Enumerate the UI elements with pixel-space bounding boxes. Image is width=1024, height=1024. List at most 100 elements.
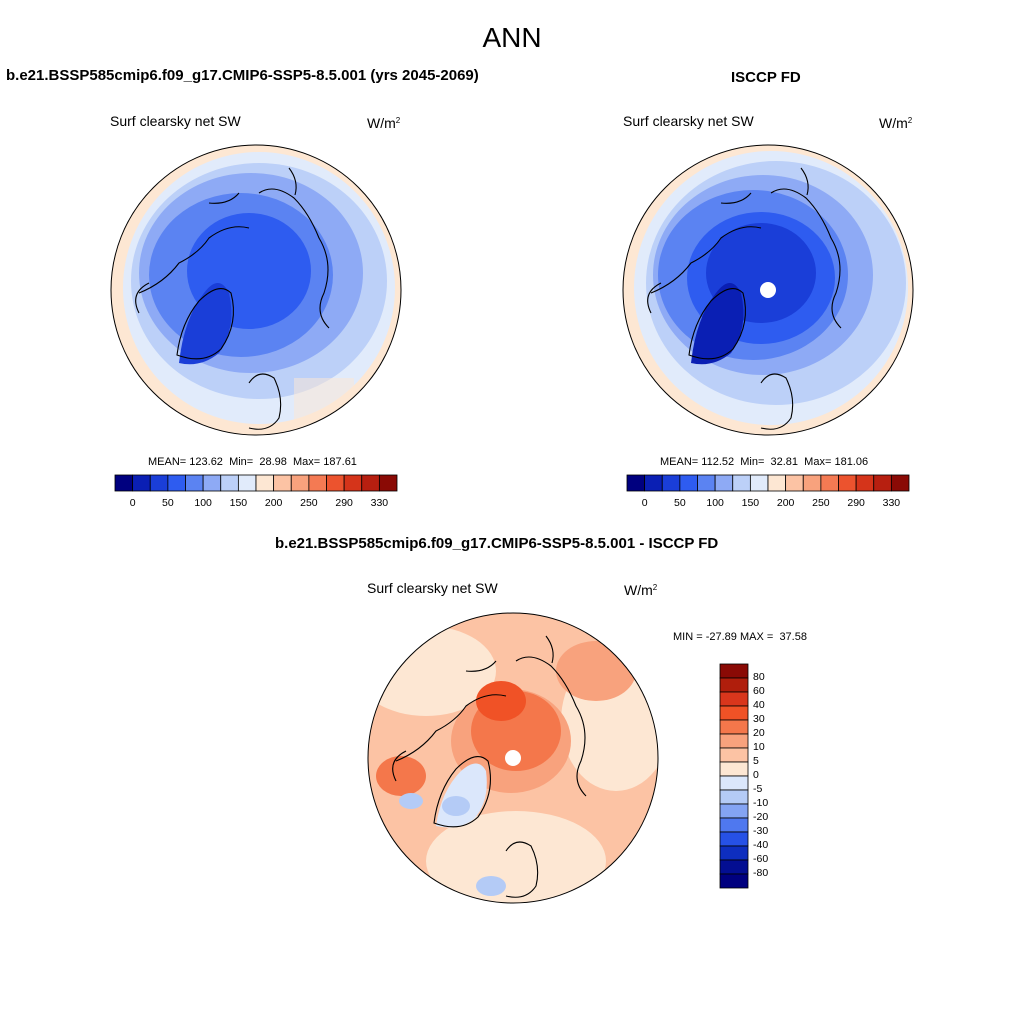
colorbar-swatch [719,775,749,791]
colorbar-swatch [644,474,663,492]
colorbar-level-label: -60 [753,853,769,865]
colorbar-swatch [873,474,892,492]
colorbar-level-label: 40 [753,699,765,711]
colorbar-tick-label: 200 [776,497,795,509]
colorbar-swatch [719,873,749,889]
colorbar-level-label: -30 [753,825,769,837]
colorbar-swatch [290,474,310,492]
colorbar-swatch [237,474,257,492]
colorbar-swatch [719,859,749,875]
colorbar-swatch [255,474,275,492]
obs-stats: MEAN= 112.52 Min= 32.81 Max= 181.06 [660,456,869,468]
colorbar-level-label: -10 [753,797,769,809]
model-units-label: W/m2 [367,115,401,131]
diff-field-label: Surf clearsky net SW [367,580,498,596]
colorbar-level-label: 5 [753,755,759,767]
colorbar-tick-label: 290 [335,497,353,509]
colorbar-swatch [719,761,749,777]
colorbar-swatch [719,691,749,707]
colorbar-tick-label: 250 [300,497,318,509]
colorbar-swatch [732,474,751,492]
colorbar-swatch [820,474,839,492]
colorbar-swatch [361,474,380,492]
colorbar-level-label: 60 [753,685,765,697]
colorbar-level-label: 20 [753,727,765,739]
diff-coastlines [392,635,587,898]
obs-polar-map [622,144,914,436]
model-stats: MEAN= 123.62 Min= 28.98 Max= 187.61 [148,456,357,468]
model-coastlines [135,167,330,430]
colorbar-swatch [114,474,134,492]
colorbar-tick-label: 0 [129,497,136,509]
colorbar-level-label: -80 [753,867,769,879]
diff-colorbar [719,663,749,889]
colorbar-swatch [719,789,749,805]
colorbar-swatch [749,474,769,492]
colorbar-swatch [202,474,222,492]
colorbar-swatch [661,474,681,492]
colorbar-tick-label: 50 [674,497,686,509]
colorbar-swatch [719,747,749,763]
colorbar-swatch [679,474,698,492]
colorbar-tick-label: 150 [229,497,248,509]
diff-min-max: MIN = -27.89 MAX = 37.58 [673,631,807,643]
colorbar-swatch [273,474,292,492]
colorbar-swatch [719,663,749,679]
colorbar-level-label: -20 [753,811,769,823]
colorbar-tick-label: 330 [370,497,389,509]
colorbar-level-label: 0 [753,769,759,781]
obs-colorbar [626,474,910,492]
model-colorbar [114,474,398,492]
colorbar-level-label: 10 [753,741,765,753]
colorbar-swatch [719,719,749,735]
colorbar-swatch [719,677,749,693]
colorbar-tick-label: 150 [741,497,760,509]
colorbar-tick-label: 250 [812,497,830,509]
model-polar-map [110,144,402,436]
obs-map-greenland [691,283,744,365]
colorbar-swatch [308,474,327,492]
colorbar-swatch [719,705,749,721]
colorbar-tick-label: 50 [162,497,174,509]
colorbar-swatch [719,817,749,833]
colorbar-level-label: -40 [753,839,769,851]
colorbar-tick-label: 100 [706,497,724,509]
colorbar-swatch [343,474,363,492]
colorbar-swatch [719,733,749,749]
colorbar-swatch [719,803,749,819]
model-field-label: Surf clearsky net SW [110,113,241,129]
model-map-greenland [179,283,232,365]
diff-panel-heading: b.e21.BSSP585cmip6.f09_g17.CMIP6-SSP5-8.… [275,535,719,552]
colorbar-swatch [167,474,186,492]
colorbar-tick-label: 330 [882,497,901,509]
colorbar-swatch [149,474,169,492]
colorbar-swatch [185,474,204,492]
colorbar-swatch [697,474,716,492]
colorbar-swatch [785,474,804,492]
figure-title: ANN [482,22,542,53]
colorbar-swatch [802,474,822,492]
colorbar-swatch [719,845,749,861]
colorbar-tick-label: 200 [264,497,283,509]
diff-units-label: W/m2 [624,582,658,598]
diff-map-pole-hole [505,750,521,766]
colorbar-swatch [326,474,345,492]
obs-coastlines [647,167,842,430]
colorbar-swatch [626,474,646,492]
colorbar-level-label: -5 [753,783,763,795]
colorbar-swatch [132,474,151,492]
colorbar-swatch [378,474,398,492]
colorbar-swatch [855,474,875,492]
colorbar-level-label: 80 [753,671,765,683]
colorbar-tick-label: 0 [641,497,648,509]
obs-panel-heading: ISCCP FD [731,69,801,86]
colorbar-level-label: 30 [753,713,765,725]
colorbar-swatch [838,474,857,492]
colorbar-swatch [767,474,787,492]
colorbar-swatch [220,474,239,492]
colorbar-swatch [714,474,734,492]
obs-map-pole-hole [760,282,776,298]
obs-field-label: Surf clearsky net SW [623,113,754,129]
obs-units-label: W/m2 [879,115,913,131]
model-panel-heading: b.e21.BSSP585cmip6.f09_g17.CMIP6-SSP5-8.… [6,67,479,84]
